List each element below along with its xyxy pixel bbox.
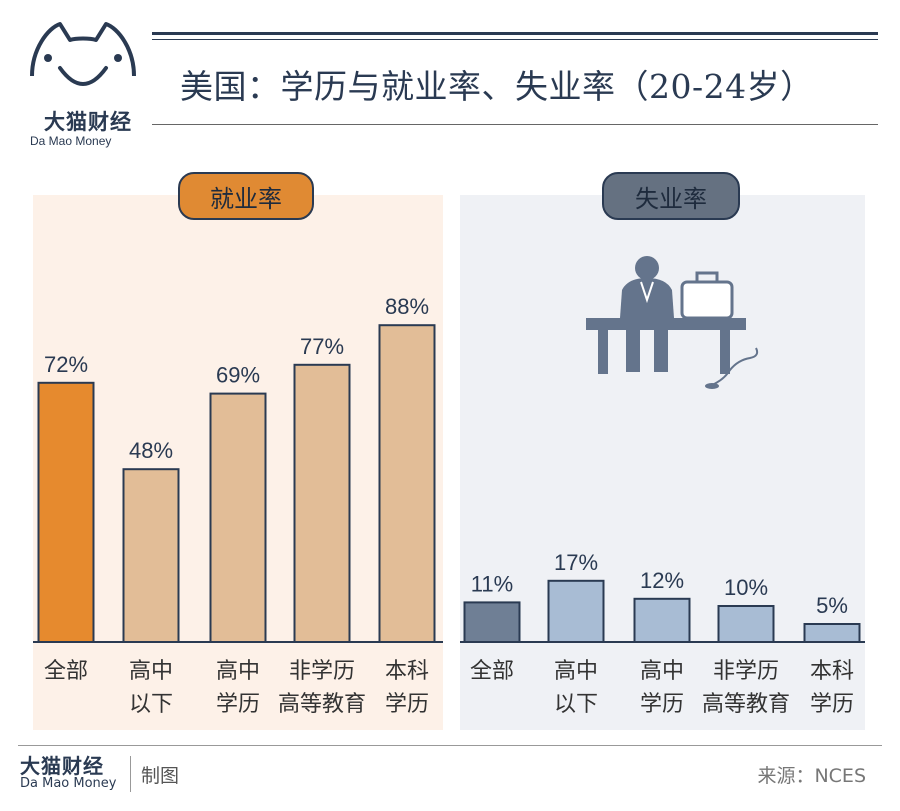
employment-bar-3 <box>293 363 351 643</box>
employment-bar-0 <box>37 381 95 643</box>
employment-value-label-2: 69% <box>216 363 260 388</box>
brand-name-cn: 大猫财经 <box>44 110 132 134</box>
brand-name-en: Da Mao Money <box>30 134 112 148</box>
footer-brand-cn: 大猫财经 <box>20 754 104 778</box>
employment-value-label-0: 72% <box>44 352 88 377</box>
page-title: 美国：学历与就业率、失业率（20-24岁） <box>180 67 814 106</box>
footer-brand-en: Da Mao Money <box>20 776 117 791</box>
unemployment-rate-heading: 失业率 <box>602 172 740 220</box>
unemployment-bar-4 <box>803 623 861 643</box>
unemployment-category-label-2-1: 学历 <box>640 692 684 717</box>
unemployment-bar-2 <box>633 597 691 643</box>
unemployment-bar-1 <box>547 579 605 643</box>
unemployment-category-label-3-1: 高等教育 <box>702 692 790 717</box>
employment-category-label-2-1: 学历 <box>216 692 260 717</box>
unemployment-value-label-2: 12% <box>640 568 684 593</box>
title-rule-top <box>152 32 878 35</box>
footer-made-by: 制图 <box>141 765 180 787</box>
unemployment-category-label-2-0: 高中 <box>640 659 684 684</box>
unemployment-bar-3 <box>717 605 775 643</box>
employment-category-label-3-1: 高等教育 <box>278 692 366 717</box>
employment-category-label-2-0: 高中 <box>216 659 260 684</box>
employment-value-label-1: 48% <box>129 438 173 463</box>
employment-bar-2 <box>209 392 267 643</box>
brand-logo: 大猫财经 Da Mao Money <box>18 14 148 148</box>
title-rule-bottom <box>152 124 878 125</box>
employment-category-label-4-0: 本科 <box>385 659 429 684</box>
unemployment-category-label-3-0: 非学历 <box>713 659 779 684</box>
employment-category-label-4-1: 学历 <box>385 692 429 717</box>
footer-separator <box>130 756 131 792</box>
unemployment-bar-0 <box>463 601 521 644</box>
employment-value-label-4: 88% <box>385 294 429 319</box>
footer-source: 来源：NCES <box>757 765 866 787</box>
employment-bar-4 <box>378 324 436 643</box>
unemployment-value-label-1: 17% <box>554 550 598 575</box>
employment-value-label-3: 77% <box>300 334 344 359</box>
unemployment-value-label-4: 5% <box>816 593 848 618</box>
employment-rate-heading: 就业率 <box>178 172 314 220</box>
unemployment-category-label-4-1: 学历 <box>810 692 854 717</box>
employment-category-label-3-0: 非学历 <box>289 659 355 684</box>
employment-category-label-0-0: 全部 <box>44 659 88 684</box>
employment-category-label-1-1: 以下 <box>129 692 173 717</box>
title-rule-top-thin <box>152 39 878 40</box>
unemployed-man-bench-icon <box>586 256 759 389</box>
employment-category-label-1-0: 高中 <box>129 659 173 684</box>
unemployment-category-label-1-0: 高中 <box>554 659 598 684</box>
footer-rule <box>18 745 882 746</box>
unemployment-value-label-0: 11% <box>471 571 513 596</box>
unemployment-category-label-4-0: 本科 <box>810 659 854 684</box>
cat-logo-icon <box>30 22 136 86</box>
unemployment-category-label-0-0: 全部 <box>470 659 514 684</box>
unemployment-category-label-1-1: 以下 <box>554 692 598 717</box>
employment-bar-1 <box>122 468 180 644</box>
unemployment-value-label-3: 10% <box>724 575 768 600</box>
